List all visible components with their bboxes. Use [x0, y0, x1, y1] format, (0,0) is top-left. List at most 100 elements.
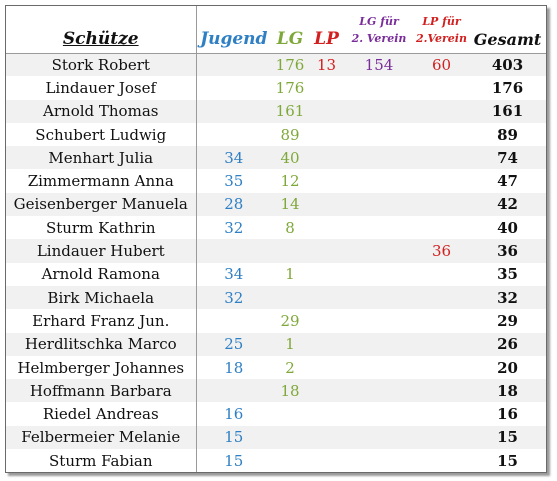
cell-lp-2-verein: 60: [431, 55, 452, 74]
results-table-frame: Schütze Jugend LG LP LG für 2. Verein LP…: [5, 5, 547, 473]
cell-lg-2-verein: [344, 263, 414, 286]
cell-lp: [309, 239, 344, 262]
cell-lg: [271, 239, 309, 262]
table-row: Arnold Ramona 34 1 35: [6, 262, 546, 286]
cell-lp: [309, 402, 344, 425]
header-schuetze: Schütze: [6, 6, 196, 54]
cell-lp: [309, 146, 344, 169]
cell-lg: [271, 402, 309, 425]
table-row: Helmberger Johannes 18 2 20: [6, 355, 546, 380]
cell-lp: [309, 100, 344, 123]
cell-lg: 1: [285, 265, 295, 284]
cell-name: Sturm Kathrin: [45, 218, 156, 237]
cell-name: Arnold Ramona: [41, 265, 160, 284]
header-lp-2-verein-line2: 2.Verein: [416, 31, 467, 45]
cell-lg: 176: [275, 55, 305, 74]
cell-jugend: [195, 99, 271, 123]
cell-lg-2-verein: [344, 146, 414, 169]
header-lp: LP: [309, 6, 344, 54]
cell-gesamt: 161: [491, 102, 524, 121]
table-row: Felbermeier Melanie 15 15: [6, 425, 546, 450]
cell-lg: [271, 449, 309, 472]
cell-lp: [309, 263, 344, 286]
cell-lg: 14: [280, 195, 300, 214]
cell-lg: [271, 426, 309, 449]
cell-lp-2-verein: [414, 286, 469, 309]
cell-lp-2-verein: [414, 426, 469, 449]
cell-lg-2-verein: [344, 239, 414, 262]
cell-gesamt: 35: [497, 265, 518, 284]
cell-lg-2-verein: [344, 100, 414, 123]
cell-gesamt: 18: [497, 381, 518, 400]
cell-name: Sturm Fabian: [49, 451, 153, 470]
cell-lg: 176: [275, 78, 305, 97]
table-row: Geisenberger Manuela 28 14 42: [6, 192, 546, 217]
cell-lp: [309, 216, 344, 239]
cell-jugend: 28: [195, 192, 271, 217]
cell-lp-2-verein: [414, 263, 469, 286]
cell-lp: [309, 356, 344, 379]
table-row: Erhard Franz Jun. 29 29: [6, 309, 546, 333]
cell-lp-2-verein: [414, 146, 469, 169]
cell-lp: [309, 309, 344, 332]
cell-name: Riedel Andreas: [42, 405, 159, 424]
cell-lg-2-verein: [344, 216, 414, 239]
cell-lp: [309, 169, 344, 192]
cell-jugend: [195, 239, 271, 263]
table-row: Lindauer Hubert 36 36: [6, 239, 546, 263]
cell-gesamt: 89: [497, 125, 518, 144]
cell-jugend: [195, 53, 271, 77]
cell-lg-2-verein: [344, 402, 414, 425]
cell-lp-2-verein: [414, 169, 469, 192]
cell-lg: 40: [280, 148, 300, 167]
cell-gesamt: 74: [497, 148, 518, 167]
cell-lg-2-verein: [344, 193, 414, 216]
cell-jugend: 16: [195, 402, 271, 426]
cell-lg-2-verein: [344, 309, 414, 332]
cell-lp: 13: [316, 55, 337, 74]
cell-jugend: 35: [195, 169, 271, 193]
cell-gesamt: 20: [497, 358, 518, 377]
cell-lg-2-verein: [344, 426, 414, 449]
cell-name: Lindauer Josef: [45, 78, 157, 97]
cell-name: Schubert Ludwig: [35, 125, 167, 144]
cell-lg: 161: [275, 102, 305, 121]
cell-gesamt: 36: [497, 242, 518, 261]
cell-lp-2-verein: [414, 449, 469, 472]
cell-name: Helmberger Johannes: [17, 358, 185, 377]
cell-gesamt: 26: [497, 335, 518, 354]
cell-jugend: 25: [195, 332, 271, 356]
cell-gesamt: 176: [491, 78, 524, 97]
table-row: Birk Michaela 32 32: [6, 285, 546, 310]
cell-lg: 2: [285, 358, 295, 377]
cell-jugend: 34: [195, 262, 271, 286]
cell-name: Hoffmann Barbara: [29, 381, 172, 400]
cell-lg-2-verein: [344, 379, 414, 402]
cell-name: Stork Robert: [51, 55, 150, 74]
cell-lg-2-verein: [344, 286, 414, 309]
cell-lg-2-verein: [344, 333, 414, 356]
cell-name: Erhard Franz Jun.: [32, 311, 170, 330]
cell-jugend: 15: [195, 449, 271, 473]
cell-gesamt: 40: [497, 218, 518, 237]
cell-jugend: 32: [195, 285, 271, 310]
table-row: Lindauer Josef 176 176: [6, 76, 546, 100]
cell-lp: [309, 333, 344, 356]
cell-lp-2-verein: [414, 216, 469, 239]
cell-name: Arnold Thomas: [43, 102, 159, 121]
cell-jugend: [195, 76, 271, 100]
cell-gesamt: 16: [497, 405, 518, 424]
table-row: Riedel Andreas 16 16: [6, 402, 546, 426]
cell-jugend: 18: [195, 355, 271, 380]
cell-gesamt: 15: [497, 428, 518, 447]
cell-lp-2-verein: [414, 76, 469, 99]
table-row: Zimmermann Anna 35 12 47: [6, 169, 546, 193]
cell-name: Geisenberger Manuela: [13, 195, 188, 214]
table-row: Menhart Julia 34 40 74: [6, 146, 546, 170]
cell-gesamt: 47: [497, 172, 518, 191]
cell-lg: 89: [280, 125, 300, 144]
cell-lg: [271, 286, 309, 309]
header-lg-2-verein: LG für 2. Verein: [344, 6, 414, 54]
cell-lp-2-verein: [414, 402, 469, 425]
cell-gesamt: 15: [497, 451, 518, 470]
